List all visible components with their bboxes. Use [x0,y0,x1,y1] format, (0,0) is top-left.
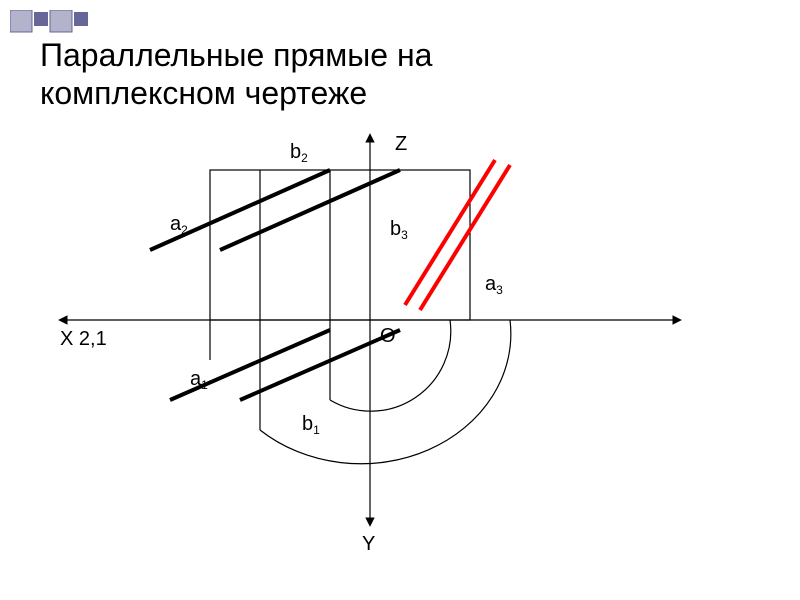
label-b2: b2 [290,141,308,165]
page-title: Параллельные прямые на комплексном черте… [40,36,432,113]
diagram-svg: Z Y X 2,1 O a2 b2 b3 a3 a1 b1 [40,130,760,590]
label-y: Y [362,533,375,555]
label-a1: a1 [190,368,208,392]
title-line-2: комплексном чертеже [40,75,367,111]
title-line-1: Параллельные прямые на [40,37,432,73]
line-b2 [220,170,400,250]
grid-box [210,170,470,320]
line-a2 [150,170,330,250]
label-z: Z [395,133,407,155]
label-a3: a3 [485,273,503,297]
line-b1 [240,330,400,400]
label-a2: a2 [170,213,188,237]
label-origin: O [380,325,396,347]
line-b3 [405,160,495,305]
label-x: X 2,1 [60,328,107,350]
label-b1: b1 [302,413,320,437]
label-b3: b3 [390,218,408,242]
